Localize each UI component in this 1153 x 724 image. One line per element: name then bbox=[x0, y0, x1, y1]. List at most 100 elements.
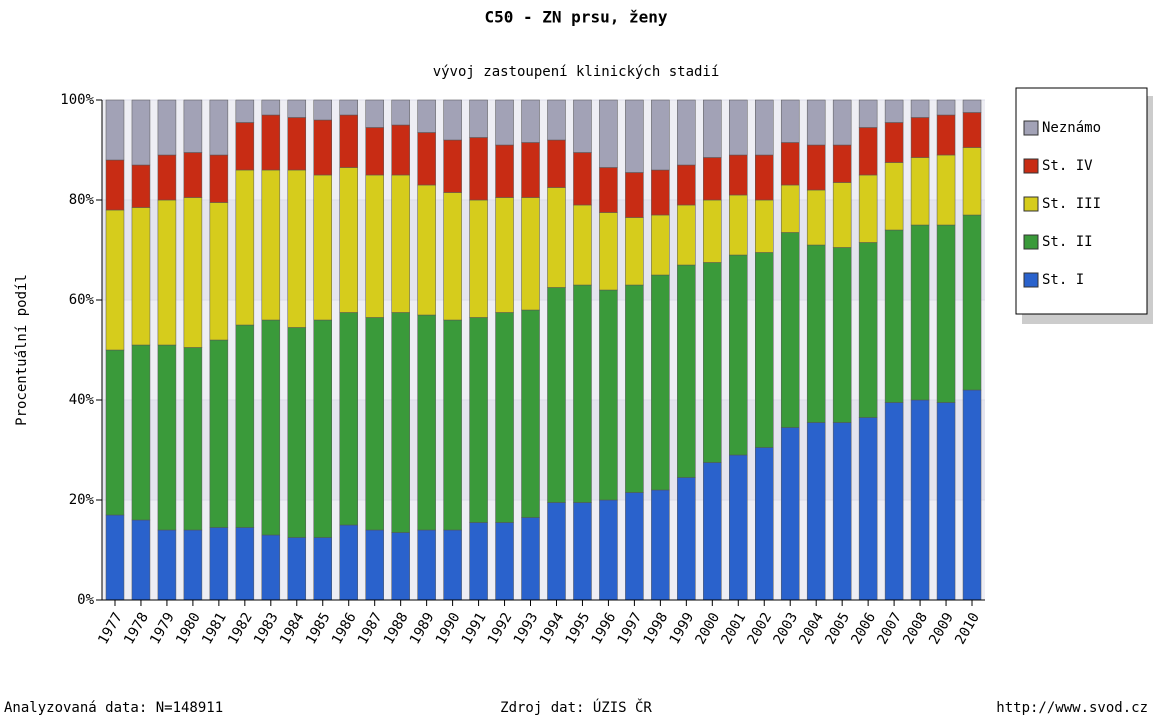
bar-segment bbox=[209, 202, 229, 341]
x-tick-label: 2005 bbox=[822, 610, 853, 647]
legend-swatch bbox=[1023, 196, 1039, 212]
bar-segment bbox=[936, 114, 956, 156]
footer-center: Zdroj dat: ÚZIS ČR bbox=[500, 698, 652, 716]
x-tick-label: 2004 bbox=[796, 610, 827, 647]
bar-segment bbox=[755, 99, 774, 156]
bar-segment bbox=[677, 477, 696, 601]
bar-segment bbox=[651, 169, 670, 216]
bar-segment bbox=[469, 137, 488, 201]
bar-segment bbox=[599, 99, 618, 168]
bar-segment bbox=[806, 422, 826, 601]
legend-label: St. I bbox=[1042, 272, 1084, 288]
bar-segment bbox=[858, 127, 878, 176]
bar-segment bbox=[521, 142, 540, 198]
bar-segment bbox=[573, 152, 592, 206]
bar-segment bbox=[235, 169, 255, 326]
bar-segment bbox=[832, 182, 852, 248]
x-tick-label: 1992 bbox=[485, 610, 516, 647]
x-tick-label: 1985 bbox=[303, 610, 334, 647]
bar-segment bbox=[495, 144, 514, 198]
bar-segment bbox=[858, 174, 878, 243]
bar-segment bbox=[547, 187, 566, 288]
bar-segment bbox=[599, 499, 618, 601]
bar-segment bbox=[910, 157, 930, 226]
bar-segment bbox=[521, 309, 540, 518]
x-tick-label: 1977 bbox=[95, 610, 126, 647]
bar-segment bbox=[209, 99, 229, 156]
bar-segment bbox=[339, 99, 358, 116]
plot-background bbox=[102, 100, 985, 600]
bar-segment bbox=[677, 204, 696, 266]
bar-segment bbox=[157, 529, 177, 601]
legend-label: Neznámo bbox=[1042, 120, 1101, 136]
x-tick-label: 1990 bbox=[433, 610, 464, 647]
x-tick-label: 1984 bbox=[277, 610, 308, 647]
y-tick-label: 100% bbox=[60, 92, 94, 108]
bar-segment bbox=[235, 527, 255, 601]
bar-segment bbox=[391, 99, 410, 126]
x-tick-label: 2003 bbox=[770, 610, 801, 647]
bar-segment bbox=[105, 349, 125, 516]
bar-segment bbox=[183, 152, 203, 198]
bar-segment bbox=[131, 207, 151, 346]
bar-segment bbox=[832, 247, 852, 423]
bar-segment bbox=[625, 284, 644, 493]
bar-segment bbox=[547, 139, 566, 188]
bar-segment bbox=[209, 339, 229, 528]
bar-segment bbox=[183, 347, 203, 531]
bar-segment bbox=[703, 462, 722, 601]
bar-segment bbox=[755, 447, 774, 601]
bar-segment bbox=[962, 389, 982, 601]
bar-segment bbox=[157, 199, 177, 346]
bar-segment bbox=[573, 284, 592, 503]
x-tick-label: 1997 bbox=[615, 610, 646, 647]
x-tick-label: 1999 bbox=[667, 610, 698, 647]
bar-segment bbox=[521, 99, 540, 143]
bar-segment bbox=[313, 319, 332, 538]
bar-segment bbox=[495, 312, 514, 523]
bar-segment bbox=[443, 99, 462, 141]
bar-segment bbox=[157, 99, 177, 156]
bar-segment bbox=[884, 122, 904, 163]
bar-segment bbox=[235, 122, 255, 171]
bar-segment bbox=[443, 529, 462, 601]
y-tick-label: 60% bbox=[69, 292, 95, 308]
bar-segment bbox=[573, 99, 592, 153]
bar-segment bbox=[469, 317, 488, 523]
bar-segment bbox=[806, 244, 826, 423]
bar-segment bbox=[365, 317, 384, 531]
bar-segment bbox=[547, 502, 566, 601]
bar-segment bbox=[936, 224, 956, 403]
bar-segment bbox=[105, 159, 125, 211]
legend-label: St. IV bbox=[1042, 158, 1093, 174]
bar-segment bbox=[443, 192, 462, 321]
bar-segment bbox=[131, 99, 151, 166]
bar-segment bbox=[365, 99, 384, 128]
bar-segment bbox=[884, 99, 904, 123]
x-tick-label: 2006 bbox=[848, 610, 879, 647]
bar-segment bbox=[806, 144, 826, 191]
legend-label: St. II bbox=[1042, 234, 1093, 250]
grid-band bbox=[102, 200, 985, 300]
bar-segment bbox=[832, 99, 852, 146]
bar-segment bbox=[313, 99, 332, 121]
bar-segment bbox=[157, 344, 177, 531]
x-tick-label: 1981 bbox=[199, 610, 230, 647]
bar-segment bbox=[858, 242, 878, 418]
bar-segment bbox=[105, 514, 125, 601]
bar-segment bbox=[495, 197, 514, 313]
x-tick-label: 2007 bbox=[874, 610, 905, 647]
bar-segment bbox=[183, 99, 203, 153]
x-tick-label: 1996 bbox=[589, 610, 620, 647]
bar-segment bbox=[729, 254, 748, 456]
x-tick-label: 2002 bbox=[744, 610, 775, 647]
footer-left: Analyzovaná data: N=148911 bbox=[4, 700, 223, 716]
x-tick-label: 1983 bbox=[251, 610, 282, 647]
x-tick-label: 2009 bbox=[926, 610, 957, 647]
bar-segment bbox=[884, 162, 904, 231]
bar-segment bbox=[962, 214, 982, 391]
footer-right: http://www.svod.cz bbox=[996, 700, 1148, 716]
y-tick-label: 40% bbox=[69, 392, 95, 408]
bar-segment bbox=[755, 154, 774, 201]
bar-segment bbox=[573, 204, 592, 286]
